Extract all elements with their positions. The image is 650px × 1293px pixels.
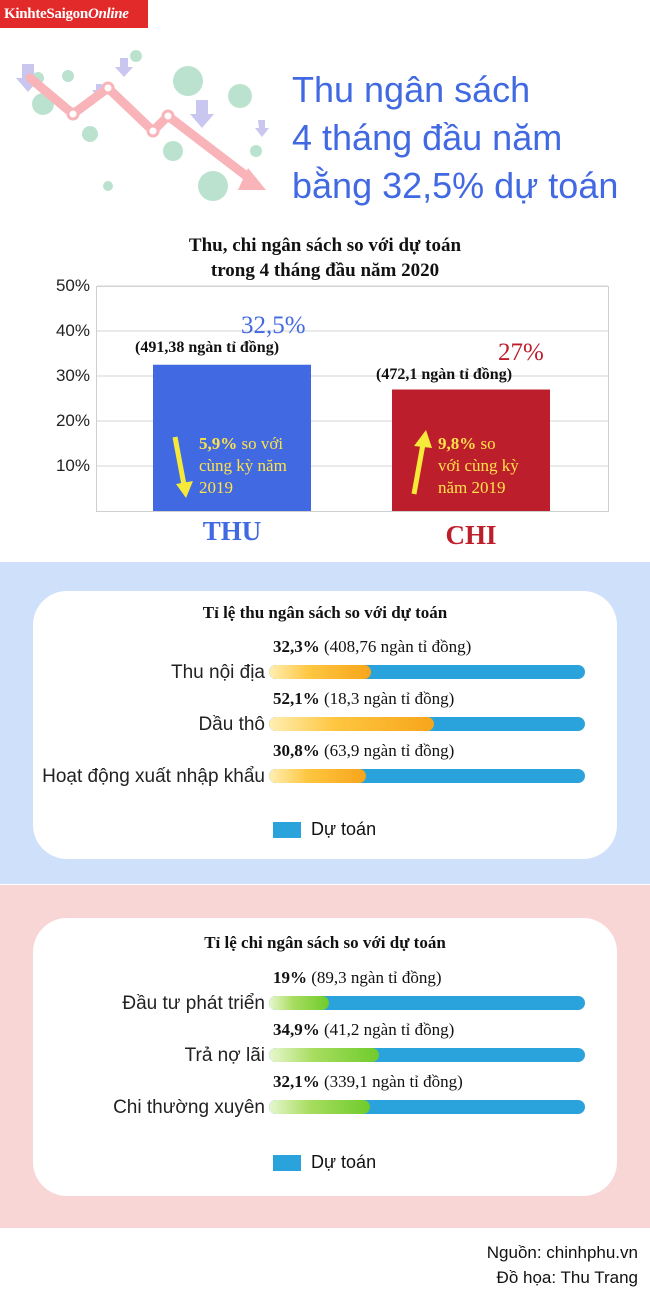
row-label: Chi thường xuyên bbox=[113, 1097, 265, 1118]
decline-illustration bbox=[16, 50, 269, 201]
up-arrow-head-icon bbox=[414, 430, 432, 448]
brand-logo: KinhteSaigonOnline bbox=[0, 0, 148, 28]
main-bar-chart bbox=[97, 285, 608, 511]
row-value: 34,9% (41,2 ngàn tỉ đồng) bbox=[273, 1020, 455, 1039]
row-value: 30,8% (63,9 ngàn tỉ đồng) bbox=[273, 741, 455, 760]
row-label: Thu nội địa bbox=[170, 662, 265, 683]
row-label: Hoạt động xuất nhập khẩu bbox=[42, 766, 265, 787]
row-value: 19% (89,3 ngàn tỉ đồng) bbox=[273, 968, 442, 987]
budget-track bbox=[269, 769, 585, 783]
category-label: CHI bbox=[445, 520, 497, 550]
bar-chi bbox=[392, 389, 550, 511]
legend-label-dutoan: Dự toán bbox=[311, 819, 377, 839]
up-arrow-icon bbox=[411, 443, 426, 495]
budget-track bbox=[269, 665, 585, 679]
down-arrow-head-icon bbox=[176, 481, 193, 498]
budget-track bbox=[269, 717, 585, 731]
down-arrow-icon bbox=[172, 436, 187, 486]
legend-label-dutoan-2: Dự toán bbox=[311, 1152, 377, 1172]
headline-line-2: 4 tháng đầu năm bbox=[292, 117, 563, 158]
value-label: 32,5% bbox=[241, 311, 306, 339]
headline-line-3: bằng 32,5% dự toán bbox=[292, 165, 619, 206]
change-note: 5,9% so với cùng kỳ năm 2019 bbox=[199, 434, 287, 497]
legend-swatch-dutoan bbox=[273, 822, 301, 838]
progress-fill bbox=[269, 1100, 371, 1114]
y-tick-label: 40% bbox=[55, 321, 90, 340]
headline-line-1: Thu ngân sách bbox=[292, 69, 531, 110]
budget-track bbox=[269, 1048, 585, 1062]
row-label: Đầu tư phát triển bbox=[122, 993, 265, 1014]
spending-card-title: Tỉ lệ chi ngân sách so với dự toán bbox=[204, 933, 446, 952]
row-value: 52,1% (18,3 ngàn tỉ đồng) bbox=[273, 689, 455, 708]
revenue-card-title: Tỉ lệ thu ngân sách so với dự toán bbox=[202, 603, 448, 622]
y-tick-label: 50% bbox=[55, 276, 90, 295]
row-label: Trả nợ lãi bbox=[184, 1045, 265, 1066]
source-credit: Nguồn: chinhphu.vn bbox=[486, 1243, 638, 1262]
progress-fill bbox=[269, 717, 434, 731]
headline: Thu ngân sách 4 tháng đầu năm bằng 32,5%… bbox=[292, 66, 642, 210]
amount-label: (491,38 ngàn tỉ đồng) bbox=[135, 338, 280, 356]
progress-fill bbox=[269, 769, 367, 783]
budget-track bbox=[269, 1100, 585, 1114]
row-value: 32,1% (339,1 ngàn tỉ đồng) bbox=[273, 1072, 463, 1091]
amount-label: (472,1 ngàn tỉ đồng) bbox=[376, 365, 513, 383]
row-label: Dầu thô bbox=[198, 714, 265, 735]
value-label: 27% bbox=[498, 338, 544, 366]
y-tick-label: 20% bbox=[55, 411, 90, 430]
row-value: 32,3% (408,76 ngàn tỉ đồng) bbox=[273, 637, 472, 656]
y-tick-label: 10% bbox=[55, 456, 90, 475]
budget-track bbox=[269, 996, 585, 1010]
progress-fill bbox=[269, 996, 330, 1010]
progress-fill bbox=[269, 1048, 380, 1062]
progress-fill bbox=[269, 665, 372, 679]
chart-subtitle: trong 4 tháng đầu năm 2020 bbox=[210, 260, 440, 281]
chart-title: Thu, chi ngân sách so với dự toán bbox=[188, 235, 462, 256]
legend-swatch-dutoan-2 bbox=[273, 1155, 301, 1171]
y-tick-label: 30% bbox=[55, 366, 90, 385]
change-note: 9,8% so với cùng kỳ năm 2019 bbox=[438, 434, 519, 497]
category-label: THU bbox=[202, 516, 262, 546]
graphics-credit: Đồ họa: Thu Trang bbox=[496, 1268, 638, 1287]
